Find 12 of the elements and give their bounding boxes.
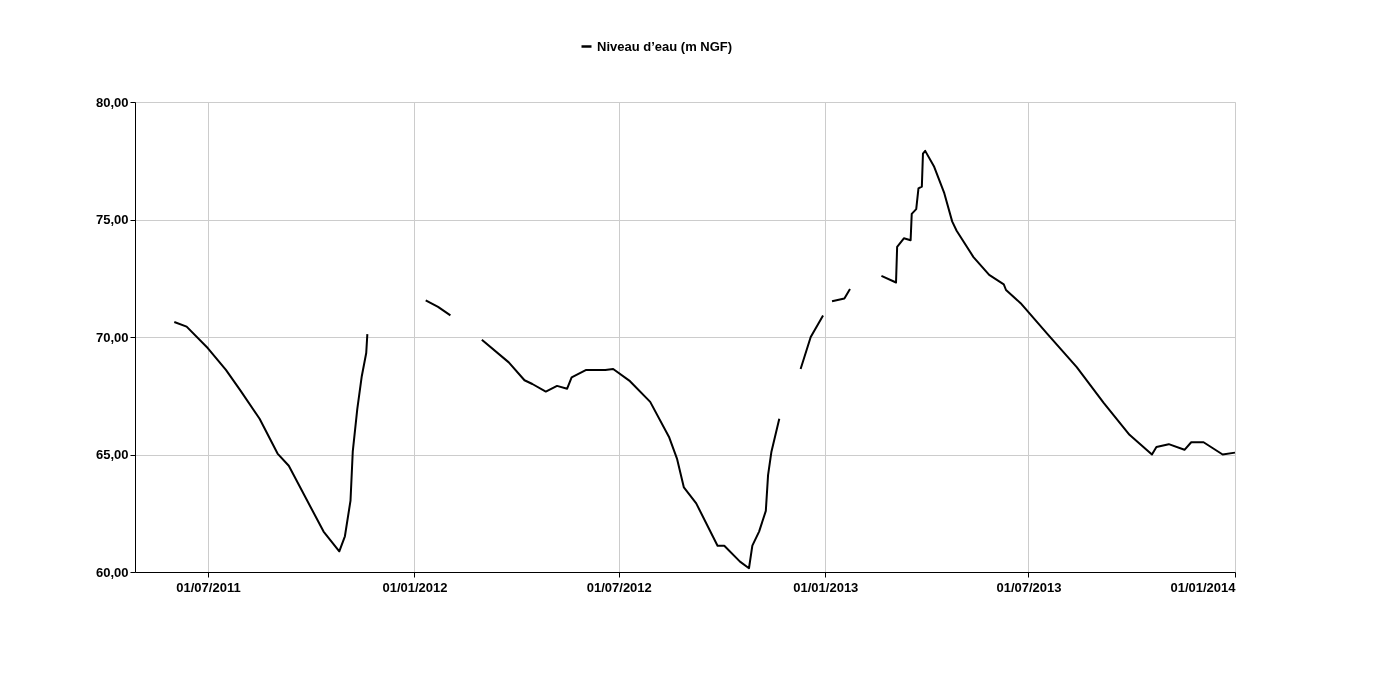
x-tick-label: 01/07/2013	[996, 579, 1062, 595]
x-tick-label: 01/01/2012	[382, 579, 448, 595]
y-tick-label: 70,00	[95, 329, 129, 345]
y-tick-label: 75,00	[95, 212, 129, 227]
y-tick-label: 80,00	[95, 94, 129, 110]
y-tick-label: 65,00	[95, 447, 129, 462]
x-tick-label: 01/01/2014	[1170, 579, 1237, 595]
x-tick-label: 01/07/2012	[586, 579, 652, 595]
y-tick-label: 60,00	[95, 564, 129, 580]
x-tick-label: 01/07/2011	[176, 579, 241, 595]
x-tick-label: 01/01/2013	[793, 579, 859, 595]
legend-label: Niveau d’eau (m NGF)	[597, 38, 733, 54]
